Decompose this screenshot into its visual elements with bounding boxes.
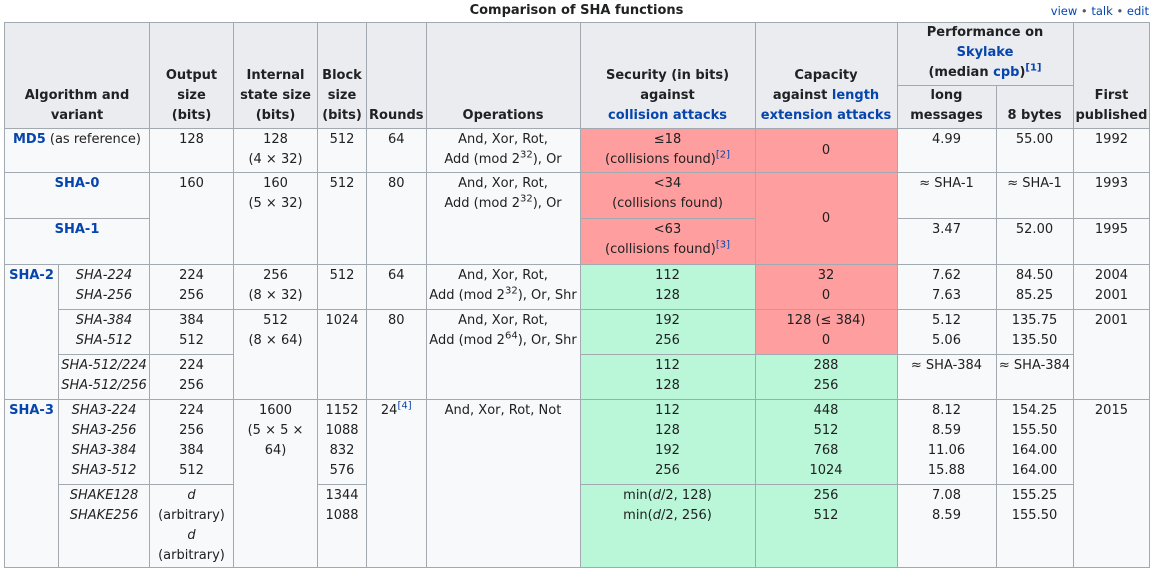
table-row-sha224-256: SHA-2 SHA-224 SHA-256 224 256 256 (8 × 32) … bbox=[4, 264, 1151, 400]
reference-2-link[interactable]: [2] bbox=[715, 149, 730, 161]
header-output-size: Output size (bits) bbox=[149, 22, 234, 129]
sha1-link[interactable]: SHA-1 bbox=[54, 222, 100, 237]
header-operations: Operations bbox=[425, 22, 581, 129]
header-block-size: Block size (bits) bbox=[317, 22, 367, 129]
header-8-bytes: 8 bytes bbox=[995, 85, 1074, 129]
header-long-messages: long messages bbox=[896, 85, 997, 129]
table-row-sha0: SHA-0 160 160 (5 × 32) 512 80 And, Xor, R… bbox=[4, 172, 1151, 265]
reference-4-link[interactable]: [4] bbox=[397, 400, 412, 412]
header-capacity: Capacity against length extension attack… bbox=[754, 22, 898, 129]
md5-link[interactable]: MD5 bbox=[12, 132, 46, 147]
view-link[interactable]: view bbox=[1050, 4, 1078, 18]
table-row-sha1: SHA-1 <63 (collisions found)[3] 3.47 52.0… bbox=[4, 218, 1151, 265]
nav-separator: • bbox=[1116, 4, 1124, 18]
cpb-link[interactable]: cpb bbox=[993, 65, 1020, 80]
table-caption-bar: Comparison of SHA functions view • talk … bbox=[0, 0, 1153, 22]
sha2-link[interactable]: SHA-2 bbox=[9, 268, 54, 283]
collision-attacks-link[interactable]: collision attacks bbox=[608, 108, 727, 123]
header-security: Security (in bits) against collision att… bbox=[579, 22, 756, 129]
header-algorithm: Algorithm and variant bbox=[4, 22, 150, 129]
table-caption: Comparison of SHA functions bbox=[469, 3, 684, 18]
length-extension-link-2[interactable]: extension attacks bbox=[760, 108, 892, 123]
header-rounds: Rounds bbox=[366, 22, 427, 129]
navbox-links: view • talk • edit bbox=[1051, 4, 1149, 18]
skylake-link[interactable]: Skylake bbox=[956, 45, 1014, 60]
sha3-link[interactable]: SHA-3 bbox=[9, 403, 54, 418]
reference-3-link[interactable]: [3] bbox=[715, 239, 730, 251]
header-first-published: First published bbox=[1072, 22, 1151, 129]
header-internal-state-size: Internal state size (bits) bbox=[233, 22, 318, 129]
reference-1-link[interactable]: [1] bbox=[1025, 62, 1042, 74]
nav-separator: • bbox=[1080, 4, 1088, 18]
sha-comparison-table: Algorithm and variant Output size (bits) I… bbox=[4, 22, 1151, 568]
header-performance: Performance on Skylake (median cpb)[1] bbox=[896, 22, 1074, 86]
length-extension-link[interactable]: length bbox=[831, 88, 880, 103]
table-row-sha384-512: SHA-384 SHA-512 384 512 512 (8 × 64) 1024 8… bbox=[5, 309, 1151, 400]
table-row-sha3: SHA-3 SHA3-224 SHA3-256 SHA3-384 SHA3-512 2… bbox=[4, 399, 1151, 568]
talk-link[interactable]: talk bbox=[1091, 4, 1113, 18]
sha0-link[interactable]: SHA-0 bbox=[54, 176, 100, 191]
edit-link[interactable]: edit bbox=[1126, 4, 1149, 18]
table-row-sha512-truncated: SHA-512/224 SHA-512/256 224 256 112 128 288… bbox=[5, 354, 1150, 400]
table-row-md5: MD5 (as reference) 128 128 (4 × 32) 512 6… bbox=[4, 128, 1151, 173]
